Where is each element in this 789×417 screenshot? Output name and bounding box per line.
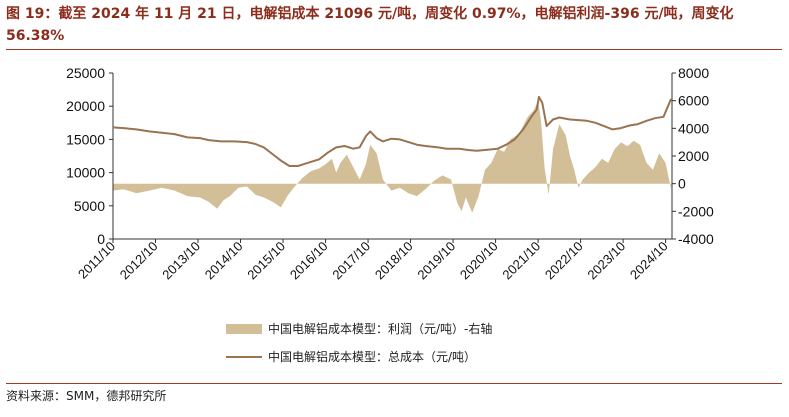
left-tick-label: 0 [97,231,105,247]
x-tick-label: 2017/10 [329,239,373,283]
cost-line-layer [112,95,673,167]
source-divider [6,383,782,384]
cost-line [112,95,673,167]
x-tick-label: 2024/10 [627,239,671,283]
left-tick-label: 15000 [66,131,105,147]
left-tick-label: 20000 [66,98,105,114]
legend-label-cost: 中国电解铝成本模型：总成本（元/吨） [268,349,476,364]
legend: 中国电解铝成本模型：利润（元/吨）-右轴 中国电解铝成本模型：总成本（元/吨） [226,321,492,364]
chart: 0 5000 10000 15000 20000 25000 -4000 -2000 0 2000… [66,65,714,364]
x-tick-label: 2016/10 [287,239,331,283]
right-tick-label: -2000 [678,203,714,219]
source-note: 资料来源：SMM，德邦研究所 [6,389,167,403]
x-tick-label: 2012/10 [117,239,161,283]
left-tick-label: 10000 [66,165,105,181]
profit-area-layer [113,100,672,213]
chart-title: 图 19：截至 2024 年 11 月 21 日，电解铝成本 21096 元/吨… [6,6,734,44]
right-tick-label: 2000 [678,148,709,164]
right-tick-label: -4000 [678,231,714,247]
x-tick-label: 2015/10 [244,239,288,283]
legend-swatch-profit [226,324,262,334]
x-tick-label: 2022/10 [542,239,586,283]
x-tick-label: 2021/10 [499,239,543,283]
right-tick-label: 0 [678,176,686,192]
right-tick-label: 8000 [678,65,709,81]
profit-area [113,100,672,213]
x-tick-label: 2020/10 [457,239,501,283]
x-tick-label: 2018/10 [372,239,416,283]
x-tick-label: 2014/10 [202,239,246,283]
legend-label-profit: 中国电解铝成本模型：利润（元/吨）-右轴 [268,321,492,336]
left-tick-label: 5000 [74,198,105,214]
x-tick-label: 2013/10 [159,239,203,283]
x-tick-label: 2019/10 [414,239,458,283]
title-divider [6,49,782,50]
right-tick-label: 6000 [678,93,709,109]
x-tick-label: 2023/10 [584,239,628,283]
left-tick-label: 25000 [66,65,105,81]
right-tick-label: 4000 [678,120,709,136]
